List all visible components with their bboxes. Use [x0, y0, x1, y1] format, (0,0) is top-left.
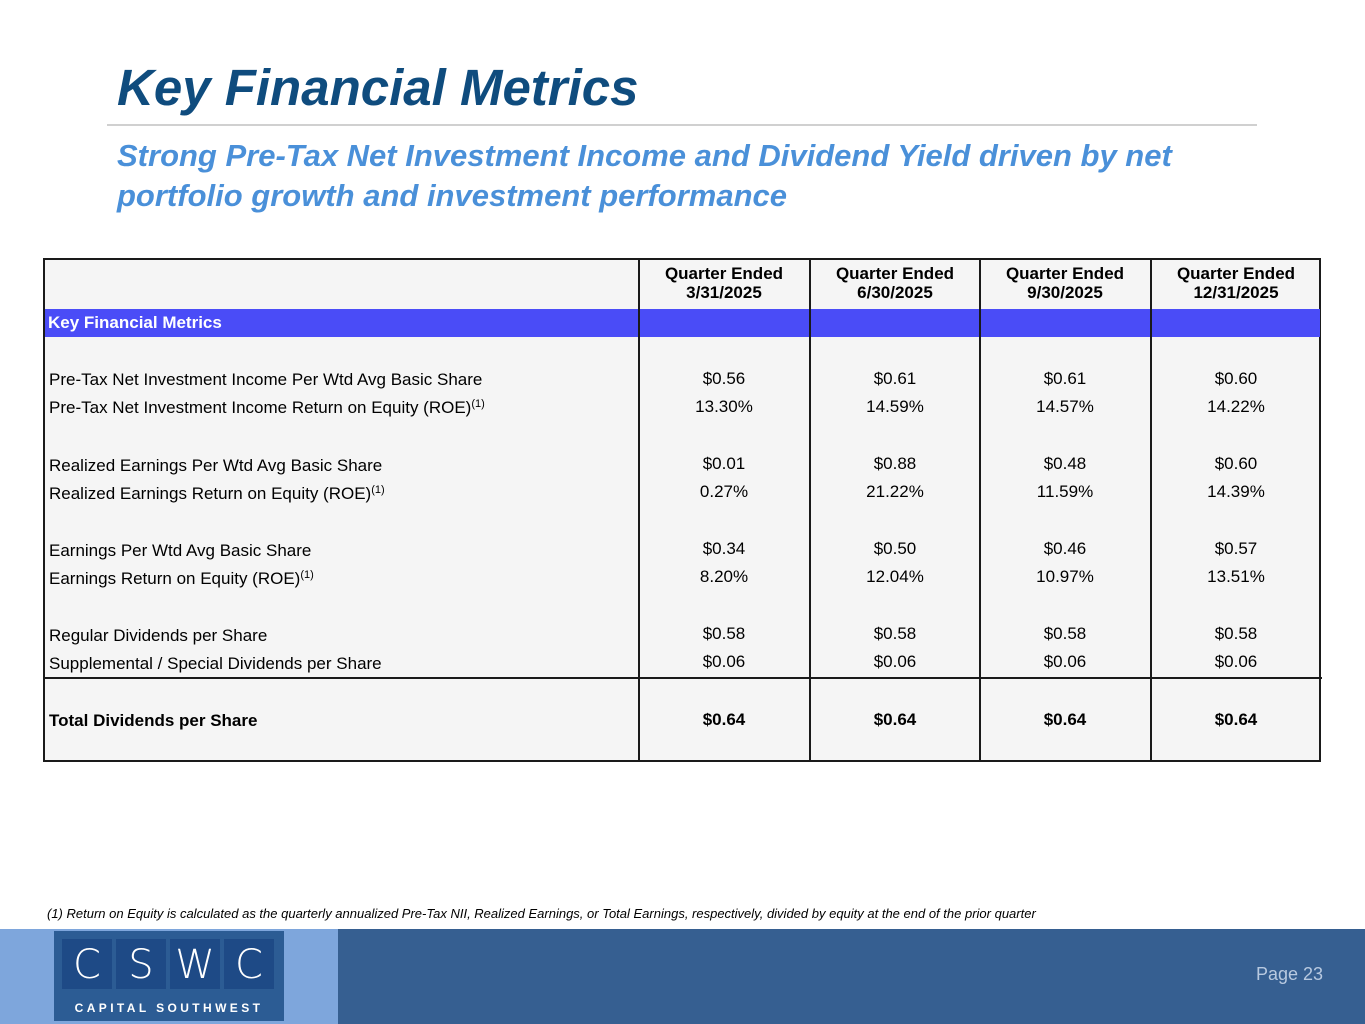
table-cell: $0.06 — [1214, 652, 1258, 671]
column-header-title: Quarter Ended — [1005, 264, 1125, 283]
section-label: Key Financial Metrics — [48, 313, 222, 332]
column-header-date: 9/30/2025 — [1027, 283, 1103, 302]
page-title: Key Financial Metrics — [117, 59, 639, 116]
column-header-title: Quarter Ended — [664, 264, 784, 283]
column-header-q1: Quarter Ended 3/31/2025 — [639, 264, 809, 302]
row-label-text: Earnings Per Wtd Avg Basic Share — [49, 541, 312, 560]
row-label-text: Realized Earnings Per Wtd Avg Basic Shar… — [49, 456, 383, 475]
table-cell: $0.60 — [1214, 369, 1258, 388]
page-number: Page 23 — [1255, 964, 1323, 984]
column-divider — [979, 258, 981, 762]
table-cell: 13.51% — [1207, 567, 1265, 586]
table-cell: $0.06 — [702, 652, 746, 671]
table-cell: $0.58 — [873, 624, 917, 643]
logo-tagline: CAPITAL SOUTHWEST — [74, 1001, 264, 1015]
row-label-text: Regular Dividends per Share — [49, 626, 268, 645]
title-divider — [107, 124, 1257, 126]
footnote-marker: (1) — [300, 569, 314, 581]
table-cell-total: $0.64 — [702, 710, 746, 729]
table-cell-total: $0.64 — [1214, 710, 1258, 729]
table-cell: 10.97% — [1036, 567, 1094, 586]
logo-letter: C — [224, 939, 274, 989]
row-label-text: Pre-Tax Net Investment Income Return on … — [49, 398, 472, 417]
row-label-pretax-nii-roe: Pre-Tax Net Investment Income Return on … — [49, 398, 485, 418]
column-header-date: 6/30/2025 — [857, 283, 933, 302]
table-cell: 21.22% — [866, 482, 924, 501]
table-cell: 14.57% — [1036, 397, 1094, 416]
logo-letter: W — [170, 939, 220, 989]
column-header-date: 12/31/2025 — [1193, 283, 1279, 302]
table-cell: $0.58 — [702, 624, 746, 643]
table-cell: $0.50 — [873, 539, 917, 558]
table-cell-total: $0.64 — [1043, 710, 1087, 729]
footnote-marker: (1) — [471, 398, 485, 410]
table-cell: $0.06 — [1043, 652, 1087, 671]
column-header-date: 3/31/2025 — [686, 283, 762, 302]
logo-letter: S — [116, 939, 166, 989]
table-cell: $0.61 — [873, 369, 917, 388]
total-divider — [43, 677, 1322, 679]
table-cell: $0.60 — [1214, 454, 1258, 473]
table-cell: 14.39% — [1207, 482, 1265, 501]
table-cell: 14.59% — [866, 397, 924, 416]
row-label-pretax-nii-per-share: Pre-Tax Net Investment Income Per Wtd Av… — [49, 370, 482, 390]
row-label-total-dividends: Total Dividends per Share — [49, 711, 258, 730]
table-cell: 13.30% — [695, 397, 753, 416]
row-label-text: Pre-Tax Net Investment Income Per Wtd Av… — [49, 370, 483, 389]
row-label-earnings-per-share: Earnings Per Wtd Avg Basic Share — [49, 541, 311, 561]
table-cell: $0.58 — [1043, 624, 1087, 643]
column-divider — [1150, 258, 1152, 762]
row-label-text: Realized Earnings Return on Equity (ROE) — [49, 484, 372, 503]
table-cell: $0.88 — [873, 454, 917, 473]
row-label-text: Earnings Return on Equity (ROE) — [49, 569, 301, 588]
column-divider — [638, 258, 640, 762]
row-label-realized-earnings-per-share: Realized Earnings Per Wtd Avg Basic Shar… — [49, 456, 382, 476]
column-header-title: Quarter Ended — [1176, 264, 1296, 283]
footnote-marker: (1) — [371, 484, 385, 496]
cswc-logo: C S W C CAPITAL SOUTHWEST — [54, 931, 284, 1021]
table-cell: $0.06 — [873, 652, 917, 671]
row-label-realized-earnings-roe: Realized Earnings Return on Equity (ROE)… — [49, 484, 385, 504]
table-cell: 8.20% — [699, 567, 749, 586]
row-label-earnings-roe: Earnings Return on Equity (ROE)(1) — [49, 569, 314, 589]
table-cell: $0.57 — [1214, 539, 1258, 558]
table-cell: 0.27% — [699, 482, 749, 501]
footnote: (1) Return on Equity is calculated as th… — [47, 906, 1036, 921]
table-cell: 11.59% — [1036, 482, 1094, 501]
row-label-supplemental-dividends: Supplemental / Special Dividends per Sha… — [49, 654, 382, 674]
column-header-q3: Quarter Ended 9/30/2025 — [980, 264, 1150, 302]
table-cell: 14.22% — [1207, 397, 1265, 416]
table-cell: $0.48 — [1043, 454, 1087, 473]
logo-letter: C — [62, 939, 112, 989]
table-cell-total: $0.64 — [873, 710, 917, 729]
table-cell: $0.46 — [1043, 539, 1087, 558]
table-cell: 12.04% — [866, 567, 924, 586]
column-header-q2: Quarter Ended 6/30/2025 — [810, 264, 980, 302]
section-band — [45, 309, 1320, 337]
column-header-title: Quarter Ended — [835, 264, 955, 283]
table-cell: $0.34 — [702, 539, 746, 558]
table-cell: $0.01 — [702, 454, 746, 473]
column-header-q4: Quarter Ended 12/31/2025 — [1151, 264, 1321, 302]
table-cell: $0.61 — [1043, 369, 1087, 388]
table-cell: $0.56 — [702, 369, 746, 388]
table-cell: $0.58 — [1214, 624, 1258, 643]
logo-letters: C S W C — [62, 939, 274, 989]
column-divider — [809, 258, 811, 762]
page-subtitle: Strong Pre-Tax Net Investment Income and… — [117, 138, 1172, 213]
row-label-regular-dividends: Regular Dividends per Share — [49, 626, 267, 646]
row-label-text: Supplemental / Special Dividends per Sha… — [49, 654, 382, 673]
